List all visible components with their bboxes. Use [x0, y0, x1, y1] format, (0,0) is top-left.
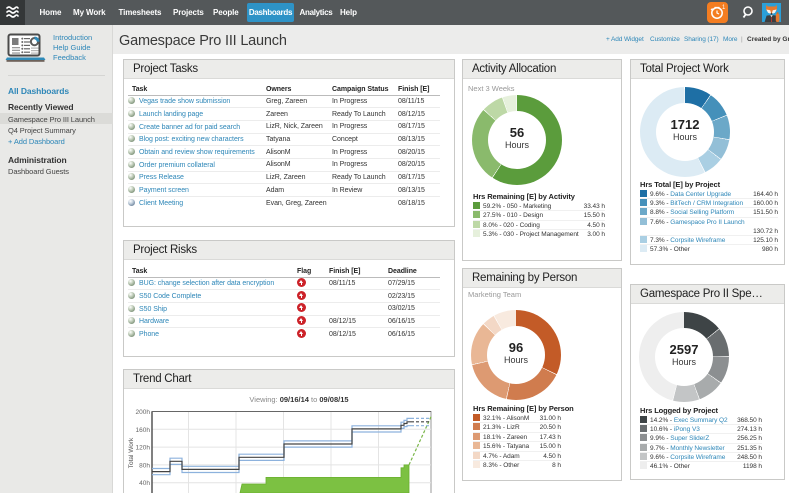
- svg-text:200h: 200h: [136, 409, 151, 416]
- svg-text:40h: 40h: [139, 480, 150, 487]
- svg-text:1: 1: [722, 5, 726, 11]
- svg-text:Total Work: Total Work: [128, 437, 135, 468]
- svg-text:120h: 120h: [136, 445, 151, 452]
- svg-text:160h: 160h: [136, 427, 151, 434]
- svg-text:80h: 80h: [139, 462, 150, 469]
